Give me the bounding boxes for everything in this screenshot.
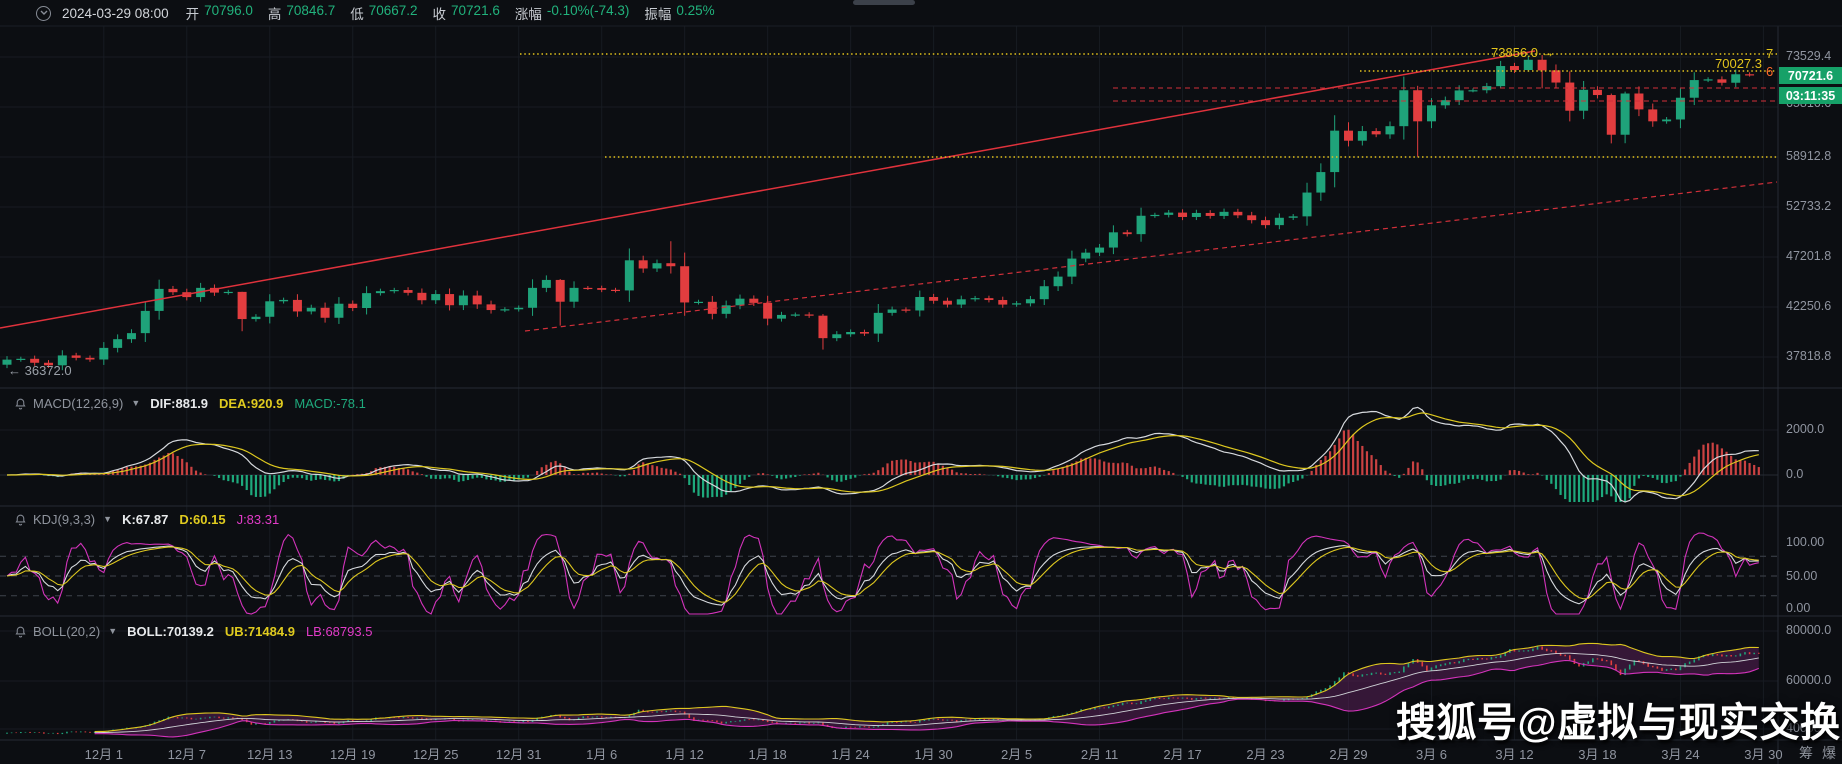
ohlc-change-pair: 涨幅 -0.10%(-74.3) xyxy=(515,3,630,23)
open-value: 70796.0 xyxy=(204,3,253,18)
alert-bell-icon[interactable] xyxy=(14,625,27,638)
left-edge-low-label: ← 36372.0 xyxy=(8,363,72,378)
date-axis-label: 3月 12 xyxy=(1495,747,1534,762)
date-axis-label: 3月 6 xyxy=(1415,747,1448,762)
chip-distribution-button[interactable]: 筹 xyxy=(1799,745,1813,761)
date-axis-label: 12月 19 xyxy=(329,747,376,762)
boll-axis-label: 60000.0 xyxy=(1786,673,1832,687)
date-axis-label: 12月 1 xyxy=(84,747,123,762)
date-axis-label: 12月 25 xyxy=(412,747,459,762)
amplitude-value: 0.25% xyxy=(676,3,715,18)
date-axis-label: 2月 23 xyxy=(1246,747,1285,762)
change-label: 涨幅 xyxy=(514,7,542,22)
drawn-level6-price: 70027.3 xyxy=(1715,56,1762,71)
ohlc-info-bar: 2024-03-29 08:00 开 70796.0 高 70846.7 低 7… xyxy=(0,0,730,26)
top-scrollbar-thumb[interactable] xyxy=(853,0,915,5)
alert-bell-icon[interactable] xyxy=(14,513,27,526)
boll-axis-label: 80000.0 xyxy=(1786,623,1832,637)
ohlc-open-pair: 开 70796.0 xyxy=(186,3,253,23)
date-axis-label: 12月 13 xyxy=(246,747,293,762)
low-value: 70667.2 xyxy=(368,3,418,18)
high-value: 70846.7 xyxy=(286,3,336,18)
price-axis-label: 73529.4 xyxy=(1786,49,1832,63)
date-axis-label: 1月 24 xyxy=(831,747,870,762)
right-arrow-icon: → xyxy=(1541,45,1555,60)
collapse-chevron-icon[interactable] xyxy=(36,5,51,21)
date-axis-label: 2月 11 xyxy=(1080,747,1119,762)
date-axis-label: 3月 18 xyxy=(1578,747,1617,762)
price-axis-label: 37818.8 xyxy=(1786,349,1832,363)
liquidation-button[interactable]: 爆 xyxy=(1822,745,1836,761)
ohlc-amplitude-pair: 振幅 0.25% xyxy=(644,3,714,23)
date-axis-label: 2月 5 xyxy=(1001,747,1033,762)
last-price-badge: 70721.6 xyxy=(1779,67,1842,84)
kdj-chevron-down-icon[interactable]: ▼ xyxy=(103,514,113,524)
date-axis-label: 2月 29 xyxy=(1329,747,1368,762)
boll-axis-label: 40000.0 xyxy=(1786,721,1832,735)
macd-hist-value: MACD:-78.1 xyxy=(294,395,366,411)
date-axis-label: 3月 30 xyxy=(1744,747,1783,762)
ohlc-high-pair: 高 70846.7 xyxy=(268,3,335,23)
alert-bell-icon[interactable] xyxy=(14,397,27,410)
macd-dif-value: DIF:881.9 xyxy=(150,395,209,411)
kdj-k-value: K:67.87 xyxy=(122,511,169,527)
ohlc-close-pair: 收 70721.6 xyxy=(433,3,500,23)
kdj-axis-label: 50.00 xyxy=(1786,569,1818,583)
macd-panel-header: MACD(12,26,9) ▼ DIF:881.9 DEA:920.9 MACD… xyxy=(14,394,377,412)
kdj-title: KDJ(9,3,3) xyxy=(33,511,96,527)
macd-axis-label: 0.0 xyxy=(1786,467,1804,481)
kdj-panel-header: KDJ(9,3,3) ▼ K:67.87 D:60.15 J:83.31 xyxy=(14,510,290,528)
amplitude-label: 振幅 xyxy=(644,7,672,22)
kdj-axis-label: 0.00 xyxy=(1786,601,1811,615)
macd-chevron-down-icon[interactable]: ▼ xyxy=(131,398,141,408)
boll-chevron-down-icon[interactable]: ▼ xyxy=(108,626,118,636)
price-axis-label: 52733.2 xyxy=(1786,199,1832,213)
open-label: 开 xyxy=(185,7,200,22)
close-label: 收 xyxy=(432,7,447,22)
boll-lb-value: LB:68793.5 xyxy=(305,623,373,639)
drawn-high-price: 73856.0 xyxy=(1491,45,1538,60)
line-6-marker[interactable]: 6 xyxy=(1766,64,1774,79)
date-axis-label: 1月 12 xyxy=(665,747,704,762)
line-7-marker[interactable]: 7 xyxy=(1766,46,1774,61)
sohu-watermark: 搜狐号@虚拟与现实交换 xyxy=(1396,701,1841,745)
date-axis-label: 1月 30 xyxy=(914,747,953,762)
candle-datetime: 2024-03-29 08:00 xyxy=(62,5,169,21)
drawn-level6-label[interactable]: 70027.3 xyxy=(1698,56,1762,71)
high-label: 高 xyxy=(267,7,282,22)
macd-title: MACD(12,26,9) xyxy=(33,395,124,411)
macd-dea-value: DEA:920.9 xyxy=(219,395,284,411)
boll-mid-value: BOLL:70139.2 xyxy=(127,623,214,639)
price-axis-label: 42250.6 xyxy=(1786,299,1832,313)
countdown-value: 03:11:35 xyxy=(1785,88,1836,103)
boll-panel-header: BOLL(20,2) ▼ BOLL:70139.2 UB:71484.9 LB:… xyxy=(14,622,383,640)
macd-axis-label: 2000.0 xyxy=(1786,422,1825,436)
date-axis-label: 12月 7 xyxy=(167,747,206,762)
candle-countdown-badge: 03:11:35 xyxy=(1779,87,1842,104)
date-axis-label: 1月 18 xyxy=(748,747,787,762)
date-axis-label: 3月 24 xyxy=(1661,747,1700,762)
kdj-axis-label: 100.00 xyxy=(1786,535,1825,549)
low-label: 低 xyxy=(350,7,364,22)
close-value: 70721.6 xyxy=(451,3,500,18)
ohlc-low-pair: 低 70667.2 xyxy=(350,3,417,23)
price-axis-label: 47201.8 xyxy=(1786,249,1832,263)
drawn-high-label[interactable]: 73856.0 → xyxy=(1491,45,1555,60)
change-value: -0.10%(-74.3) xyxy=(546,3,630,18)
last-price-value: 70721.6 xyxy=(1787,68,1834,83)
kdj-j-value: J:83.31 xyxy=(236,511,280,527)
boll-title: BOLL(20,2) xyxy=(33,623,101,639)
kdj-d-value: D:60.15 xyxy=(179,511,226,527)
boll-ub-value: UB:71484.9 xyxy=(224,623,295,639)
price-axis-label: 58912.8 xyxy=(1786,149,1832,163)
date-axis-label: 12月 31 xyxy=(495,747,542,762)
date-axis-label: 1月 6 xyxy=(586,747,618,762)
date-axis-label: 2月 17 xyxy=(1163,747,1202,762)
